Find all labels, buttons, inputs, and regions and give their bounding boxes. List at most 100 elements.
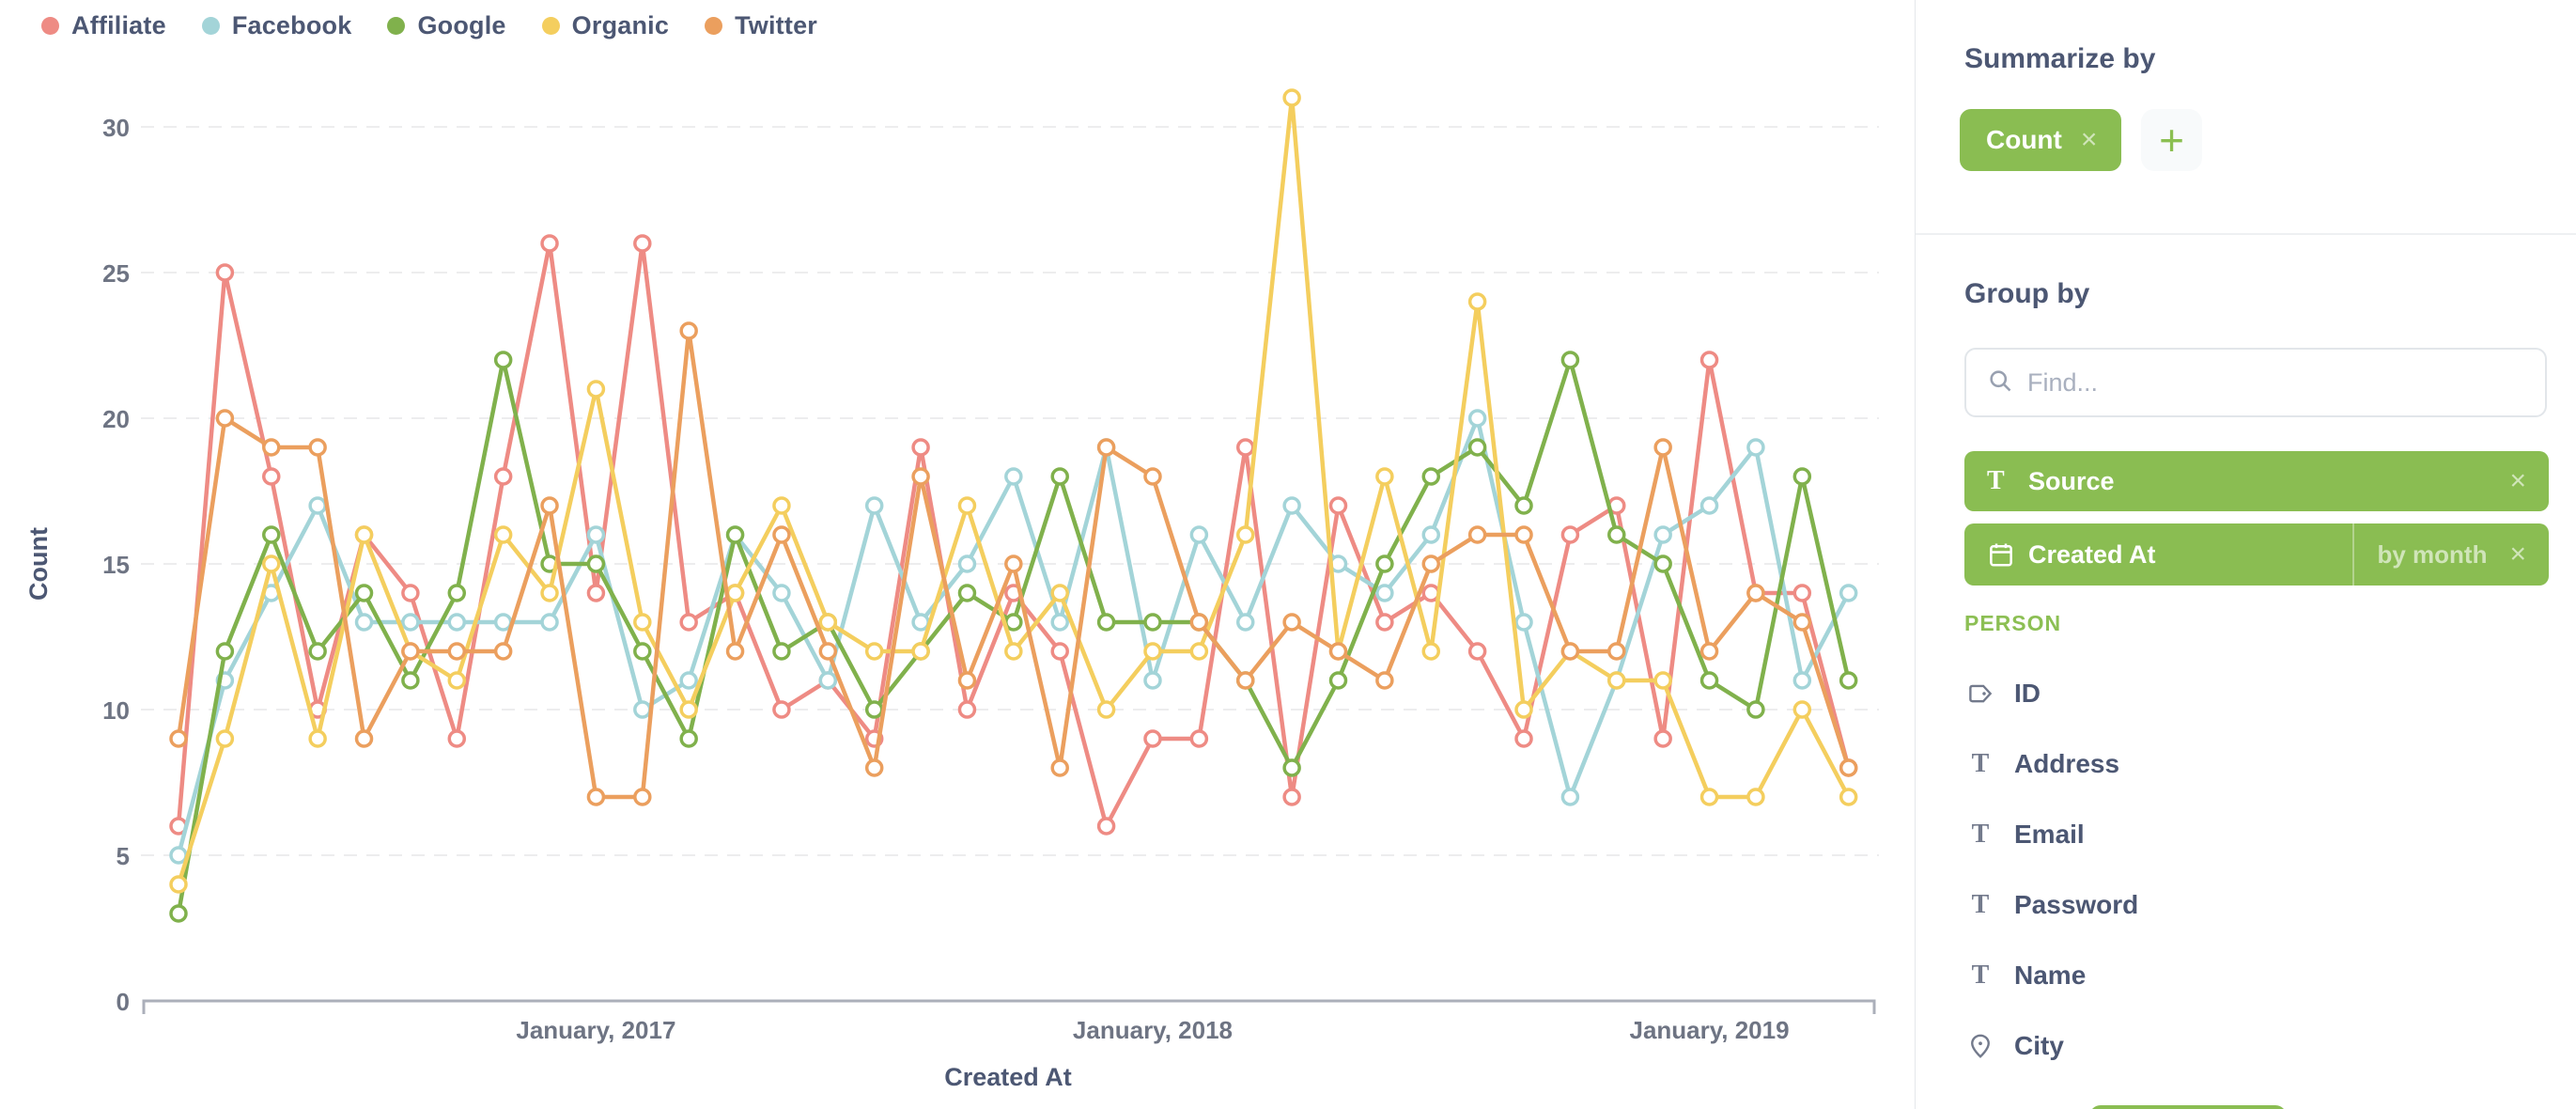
- data-point[interactable]: [1282, 758, 1301, 777]
- data-point[interactable]: [1328, 671, 1348, 690]
- data-point[interactable]: [679, 700, 698, 719]
- data-point[interactable]: [1746, 438, 1765, 457]
- data-point[interactable]: [1235, 671, 1255, 690]
- data-point[interactable]: [215, 729, 235, 748]
- data-point[interactable]: [725, 642, 745, 661]
- data-point[interactable]: [633, 788, 652, 806]
- data-point[interactable]: [1189, 613, 1209, 632]
- chart-series-affiliate[interactable]: [169, 234, 1858, 836]
- data-point[interactable]: [911, 642, 930, 661]
- data-point[interactable]: [1699, 671, 1719, 690]
- field-item-city[interactable]: City: [1964, 1010, 2549, 1081]
- field-item-email[interactable]: T Email: [1964, 799, 2549, 869]
- data-point[interactable]: [169, 875, 188, 894]
- data-point[interactable]: [633, 642, 652, 661]
- data-point[interactable]: [818, 613, 838, 632]
- data-point[interactable]: [215, 263, 235, 282]
- data-point[interactable]: [1375, 613, 1394, 632]
- data-point[interactable]: [1421, 554, 1441, 573]
- data-point[interactable]: [1235, 438, 1255, 457]
- data-point[interactable]: [1235, 613, 1255, 632]
- data-point[interactable]: [493, 642, 513, 661]
- legend-item-facebook[interactable]: Facebook: [201, 11, 352, 40]
- data-point[interactable]: [957, 700, 977, 719]
- data-point[interactable]: [586, 788, 606, 806]
- field-item-id[interactable]: ID: [1964, 658, 2549, 728]
- data-point[interactable]: [1792, 584, 1812, 602]
- data-point[interactable]: [1839, 584, 1858, 602]
- data-point[interactable]: [1096, 700, 1116, 719]
- data-point[interactable]: [1143, 642, 1162, 661]
- data-point[interactable]: [1375, 554, 1394, 573]
- data-point[interactable]: [1653, 554, 1672, 573]
- data-point[interactable]: [1328, 642, 1348, 661]
- data-point[interactable]: [354, 525, 374, 544]
- data-point[interactable]: [818, 642, 838, 661]
- data-point[interactable]: [1004, 554, 1023, 573]
- granularity-selector[interactable]: by month: [2377, 539, 2488, 569]
- data-point[interactable]: [540, 584, 559, 602]
- data-point[interactable]: [1143, 671, 1162, 690]
- legend-item-organic[interactable]: Organic: [541, 11, 669, 40]
- data-point[interactable]: [493, 351, 513, 369]
- data-point[interactable]: [586, 380, 606, 398]
- data-point[interactable]: [1560, 351, 1580, 369]
- data-point[interactable]: [308, 438, 327, 457]
- data-point[interactable]: [1467, 409, 1487, 428]
- data-point[interactable]: [1235, 525, 1255, 544]
- remove-groupby-source-icon[interactable]: ×: [2509, 465, 2526, 496]
- data-point[interactable]: [772, 642, 791, 661]
- data-point[interactable]: [679, 613, 698, 632]
- find-field-search[interactable]: [1964, 348, 2547, 417]
- data-point[interactable]: [1607, 642, 1626, 661]
- data-point[interactable]: [1792, 671, 1812, 690]
- data-point[interactable]: [262, 525, 281, 544]
- field-item-password[interactable]: T Password: [1964, 869, 2549, 940]
- data-point[interactable]: [540, 496, 559, 515]
- data-point[interactable]: [1467, 438, 1487, 457]
- data-point[interactable]: [1792, 467, 1812, 486]
- data-point[interactable]: [354, 613, 374, 632]
- data-point[interactable]: [586, 525, 606, 544]
- data-point[interactable]: [1375, 467, 1394, 486]
- data-point[interactable]: [1050, 758, 1069, 777]
- data-point[interactable]: [1282, 613, 1301, 632]
- data-point[interactable]: [401, 642, 420, 661]
- data-point[interactable]: [633, 613, 652, 632]
- data-point[interactable]: [493, 467, 513, 486]
- data-point[interactable]: [493, 525, 513, 544]
- data-point[interactable]: [1050, 613, 1069, 632]
- data-point[interactable]: [1699, 788, 1719, 806]
- data-point[interactable]: [1050, 467, 1069, 486]
- data-point[interactable]: [679, 671, 698, 690]
- data-point[interactable]: [633, 234, 652, 253]
- groupby-chip-source[interactable]: T Source ×: [1964, 451, 2549, 511]
- data-point[interactable]: [1096, 613, 1116, 632]
- find-input[interactable]: [2027, 367, 2524, 398]
- data-point[interactable]: [1328, 496, 1348, 515]
- data-point[interactable]: [1653, 438, 1672, 457]
- line-chart[interactable]: 0 5 10 15 20 25 30 January, 2017 January, 2018 Ja…: [0, 0, 1915, 1109]
- data-point[interactable]: [1467, 525, 1487, 544]
- data-point[interactable]: [911, 467, 930, 486]
- data-point[interactable]: [1467, 292, 1487, 311]
- data-point[interactable]: [1514, 525, 1533, 544]
- data-point[interactable]: [354, 584, 374, 602]
- legend-item-affiliate[interactable]: Affiliate: [41, 11, 166, 40]
- data-point[interactable]: [1746, 584, 1765, 602]
- data-point[interactable]: [540, 234, 559, 253]
- data-point[interactable]: [1560, 788, 1580, 806]
- data-point[interactable]: [1699, 351, 1719, 369]
- data-point[interactable]: [1607, 671, 1626, 690]
- data-point[interactable]: [864, 496, 884, 515]
- data-point[interactable]: [1143, 729, 1162, 748]
- data-point[interactable]: [401, 613, 420, 632]
- data-point[interactable]: [1050, 642, 1069, 661]
- data-point[interactable]: [1560, 525, 1580, 544]
- remove-metric-icon[interactable]: ×: [2080, 124, 2098, 155]
- data-point[interactable]: [864, 642, 884, 661]
- data-point[interactable]: [447, 671, 467, 690]
- data-point[interactable]: [679, 729, 698, 748]
- data-point[interactable]: [262, 467, 281, 486]
- data-point[interactable]: [1514, 496, 1533, 515]
